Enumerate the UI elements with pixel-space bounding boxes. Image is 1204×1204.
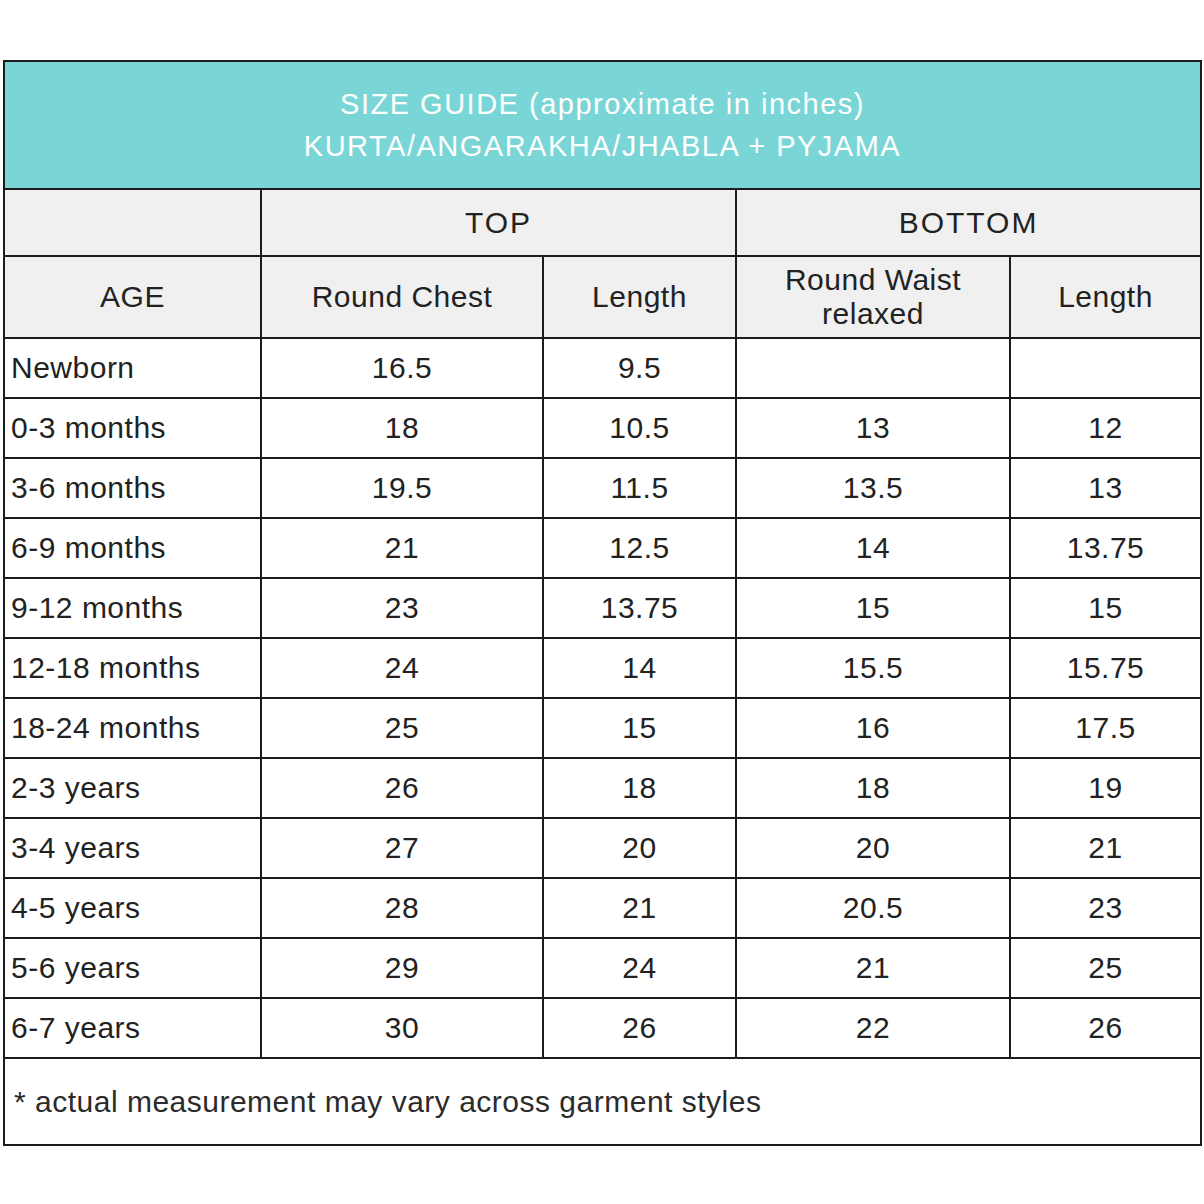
column-header-row: AGE Round Chest Length Round Waist relax… <box>4 256 1201 338</box>
age-cell: Newborn <box>4 338 261 398</box>
round-waist-cell: 14 <box>736 518 1010 578</box>
table-row-5-6-years: 5-6 years 29 24 21 25 <box>4 938 1201 998</box>
top-length-cell: 13.75 <box>543 578 736 638</box>
table-row-0-3-months: 0-3 months 18 10.5 13 12 <box>4 398 1201 458</box>
round-chest-cell: 29 <box>261 938 543 998</box>
age-cell: 5-6 years <box>4 938 261 998</box>
group-header-top: TOP <box>261 189 736 256</box>
round-waist-cell <box>736 338 1010 398</box>
banner-row: SIZE GUIDE (approximate in inches) KURTA… <box>4 61 1201 189</box>
top-length-cell: 26 <box>543 998 736 1058</box>
top-length-cell: 20 <box>543 818 736 878</box>
table-row-12-18-months: 12-18 months 24 14 15.5 15.75 <box>4 638 1201 698</box>
footnote: * actual measurement may vary across gar… <box>4 1058 1201 1145</box>
column-header-round-waist: Round Waist relaxed <box>736 256 1010 338</box>
top-length-cell: 15 <box>543 698 736 758</box>
group-header-bottom: BOTTOM <box>736 189 1201 256</box>
top-length-cell: 18 <box>543 758 736 818</box>
round-chest-cell: 23 <box>261 578 543 638</box>
round-chest-cell: 16.5 <box>261 338 543 398</box>
bottom-length-cell: 26 <box>1010 998 1201 1058</box>
bottom-length-cell: 19 <box>1010 758 1201 818</box>
round-chest-cell: 27 <box>261 818 543 878</box>
bottom-length-cell: 13.75 <box>1010 518 1201 578</box>
top-length-cell: 12.5 <box>543 518 736 578</box>
round-waist-cell: 20.5 <box>736 878 1010 938</box>
round-waist-cell: 13.5 <box>736 458 1010 518</box>
bottom-length-cell: 12 <box>1010 398 1201 458</box>
top-length-cell: 24 <box>543 938 736 998</box>
round-waist-cell: 20 <box>736 818 1010 878</box>
age-cell: 6-7 years <box>4 998 261 1058</box>
group-header-spacer <box>4 189 261 256</box>
table-row-9-12-months: 9-12 months 23 13.75 15 15 <box>4 578 1201 638</box>
bottom-length-cell: 21 <box>1010 818 1201 878</box>
age-cell: 3-6 months <box>4 458 261 518</box>
bottom-length-cell <box>1010 338 1201 398</box>
footnote-row: * actual measurement may vary across gar… <box>4 1058 1201 1145</box>
round-waist-cell: 16 <box>736 698 1010 758</box>
bottom-length-cell: 17.5 <box>1010 698 1201 758</box>
round-chest-cell: 19.5 <box>261 458 543 518</box>
table-row-4-5-years: 4-5 years 28 21 20.5 23 <box>4 878 1201 938</box>
round-waist-cell: 18 <box>736 758 1010 818</box>
banner-title-line2: KURTA/ANGARAKHA/JHABLA + PYJAMA <box>5 125 1200 167</box>
bottom-length-cell: 23 <box>1010 878 1201 938</box>
round-waist-cell: 21 <box>736 938 1010 998</box>
top-length-cell: 10.5 <box>543 398 736 458</box>
age-cell: 18-24 months <box>4 698 261 758</box>
round-waist-cell: 22 <box>736 998 1010 1058</box>
round-chest-cell: 21 <box>261 518 543 578</box>
table-row-3-6-months: 3-6 months 19.5 11.5 13.5 13 <box>4 458 1201 518</box>
bottom-length-cell: 13 <box>1010 458 1201 518</box>
age-cell: 4-5 years <box>4 878 261 938</box>
round-chest-cell: 30 <box>261 998 543 1058</box>
size-guide-table: SIZE GUIDE (approximate in inches) KURTA… <box>3 60 1202 1146</box>
table-row-18-24-months: 18-24 months 25 15 16 17.5 <box>4 698 1201 758</box>
round-chest-cell: 24 <box>261 638 543 698</box>
round-waist-cell: 15.5 <box>736 638 1010 698</box>
round-chest-cell: 18 <box>261 398 543 458</box>
top-length-cell: 11.5 <box>543 458 736 518</box>
age-cell: 9-12 months <box>4 578 261 638</box>
age-cell: 6-9 months <box>4 518 261 578</box>
age-cell: 0-3 months <box>4 398 261 458</box>
table-row-6-9-months: 6-9 months 21 12.5 14 13.75 <box>4 518 1201 578</box>
bottom-length-cell: 15 <box>1010 578 1201 638</box>
round-chest-cell: 28 <box>261 878 543 938</box>
column-header-round-chest: Round Chest <box>261 256 543 338</box>
top-length-cell: 14 <box>543 638 736 698</box>
round-chest-cell: 26 <box>261 758 543 818</box>
table-row-3-4-years: 3-4 years 27 20 20 21 <box>4 818 1201 878</box>
banner: SIZE GUIDE (approximate in inches) KURTA… <box>4 61 1201 189</box>
banner-title-line1: SIZE GUIDE (approximate in inches) <box>5 83 1200 125</box>
table-row-newborn: Newborn 16.5 9.5 <box>4 338 1201 398</box>
bottom-length-cell: 25 <box>1010 938 1201 998</box>
column-header-top-length: Length <box>543 256 736 338</box>
top-length-cell: 21 <box>543 878 736 938</box>
bottom-length-cell: 15.75 <box>1010 638 1201 698</box>
round-waist-cell: 15 <box>736 578 1010 638</box>
round-chest-cell: 25 <box>261 698 543 758</box>
top-length-cell: 9.5 <box>543 338 736 398</box>
round-waist-cell: 13 <box>736 398 1010 458</box>
table-row-2-3-years: 2-3 years 26 18 18 19 <box>4 758 1201 818</box>
age-cell: 2-3 years <box>4 758 261 818</box>
table-row-6-7-years: 6-7 years 30 26 22 26 <box>4 998 1201 1058</box>
column-header-bottom-length: Length <box>1010 256 1201 338</box>
age-cell: 3-4 years <box>4 818 261 878</box>
age-cell: 12-18 months <box>4 638 261 698</box>
column-header-age: AGE <box>4 256 261 338</box>
group-header-row: TOP BOTTOM <box>4 189 1201 256</box>
